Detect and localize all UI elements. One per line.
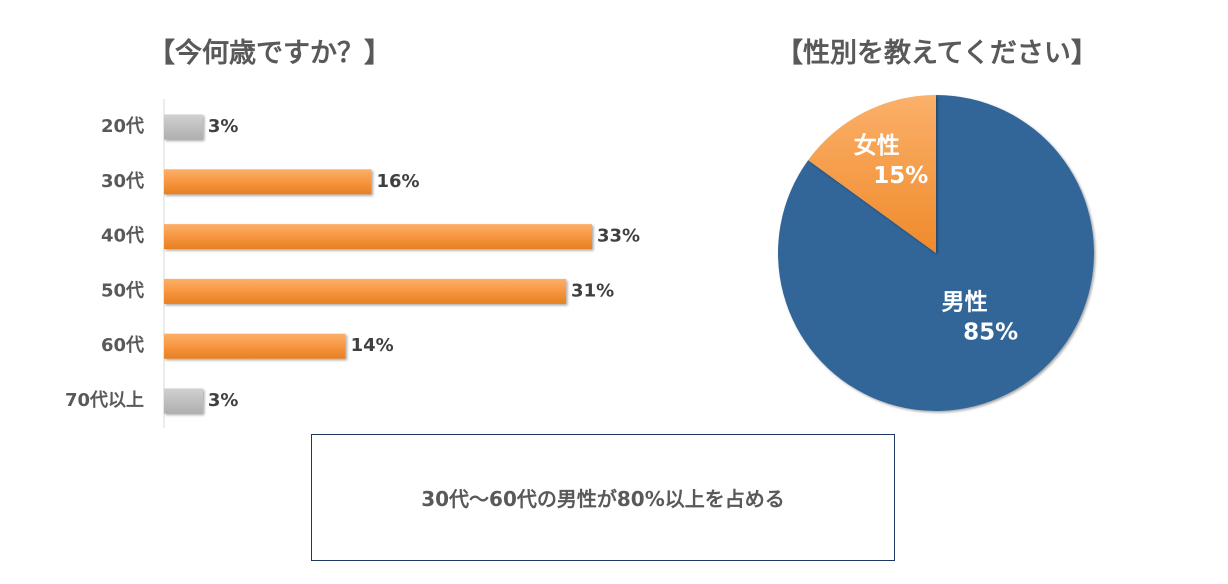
pie-name-label-1: 女性 [854,132,900,159]
value-label-2: 33% [597,226,640,247]
gender-pie-chart: 男性 85% 女性 15% [778,95,1095,412]
value-label-3: 31% [571,280,614,301]
value-label-4: 14% [351,335,394,356]
pie-slice-0 [778,95,1095,412]
category-label-1: 30代 [101,171,144,192]
bar-4 [164,333,346,359]
bar-1 [164,169,372,195]
pie-value-label-1: 15% [873,163,928,189]
summary-box: 30代〜60代の男性が80%以上を占める [311,434,895,561]
gender-chart-title: 【性別を教えてください】 [776,38,1098,69]
value-label-1: 16% [377,171,420,192]
category-label-0: 20代 [101,116,144,137]
bar-5 [164,388,203,414]
age-chart-title: 【今何歳ですか？】 [148,38,391,69]
summary-text: 30代〜60代の男性が80%以上を占める [421,487,785,511]
category-label-4: 60代 [101,335,144,356]
pie-slice-1 [808,95,936,253]
pie-name-label-0: 男性 [942,290,988,316]
category-label-2: 40代 [101,226,144,247]
pie-value-label-0: 85% [963,320,1018,346]
category-label-3: 50代 [101,280,144,301]
bar-2 [164,224,592,250]
bar-3 [164,278,567,304]
category-label-5: 70代以上 [65,390,144,411]
bar-0 [164,114,203,140]
value-label-5: 3% [208,390,239,411]
age-bar-chart: 20代 3% 30代 16% 40代 33% 50代 31% 60代 14% 70代以上 3% [65,99,640,428]
value-label-0: 3% [208,116,239,137]
